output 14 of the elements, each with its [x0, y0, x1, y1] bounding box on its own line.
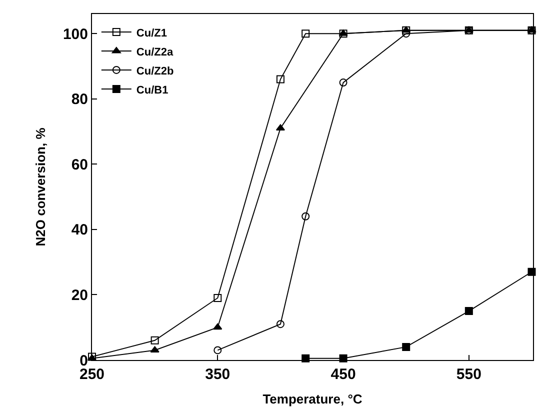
y-tick-label: 40 [71, 222, 88, 239]
x-tick-label: 550 [456, 366, 482, 383]
y-tick-label: 100 [62, 26, 88, 43]
y-tick-label: 60 [71, 156, 88, 174]
x-axis-title: Temperature, °C [262, 392, 363, 407]
y-axis-title: N2O conversion, % [32, 127, 48, 246]
legend-label: Cu/B1 [136, 84, 168, 96]
x-tick-label: 350 [205, 366, 230, 383]
x-tick-label: 450 [330, 366, 356, 383]
legend-label: Cu/Z1 [136, 27, 167, 40]
y-tick-label: 80 [71, 91, 88, 108]
y-tick-label: 20 [71, 286, 88, 304]
legend-label: Cu/Z2b [136, 65, 174, 78]
legend-label: Cu/Z2a [136, 46, 174, 58]
